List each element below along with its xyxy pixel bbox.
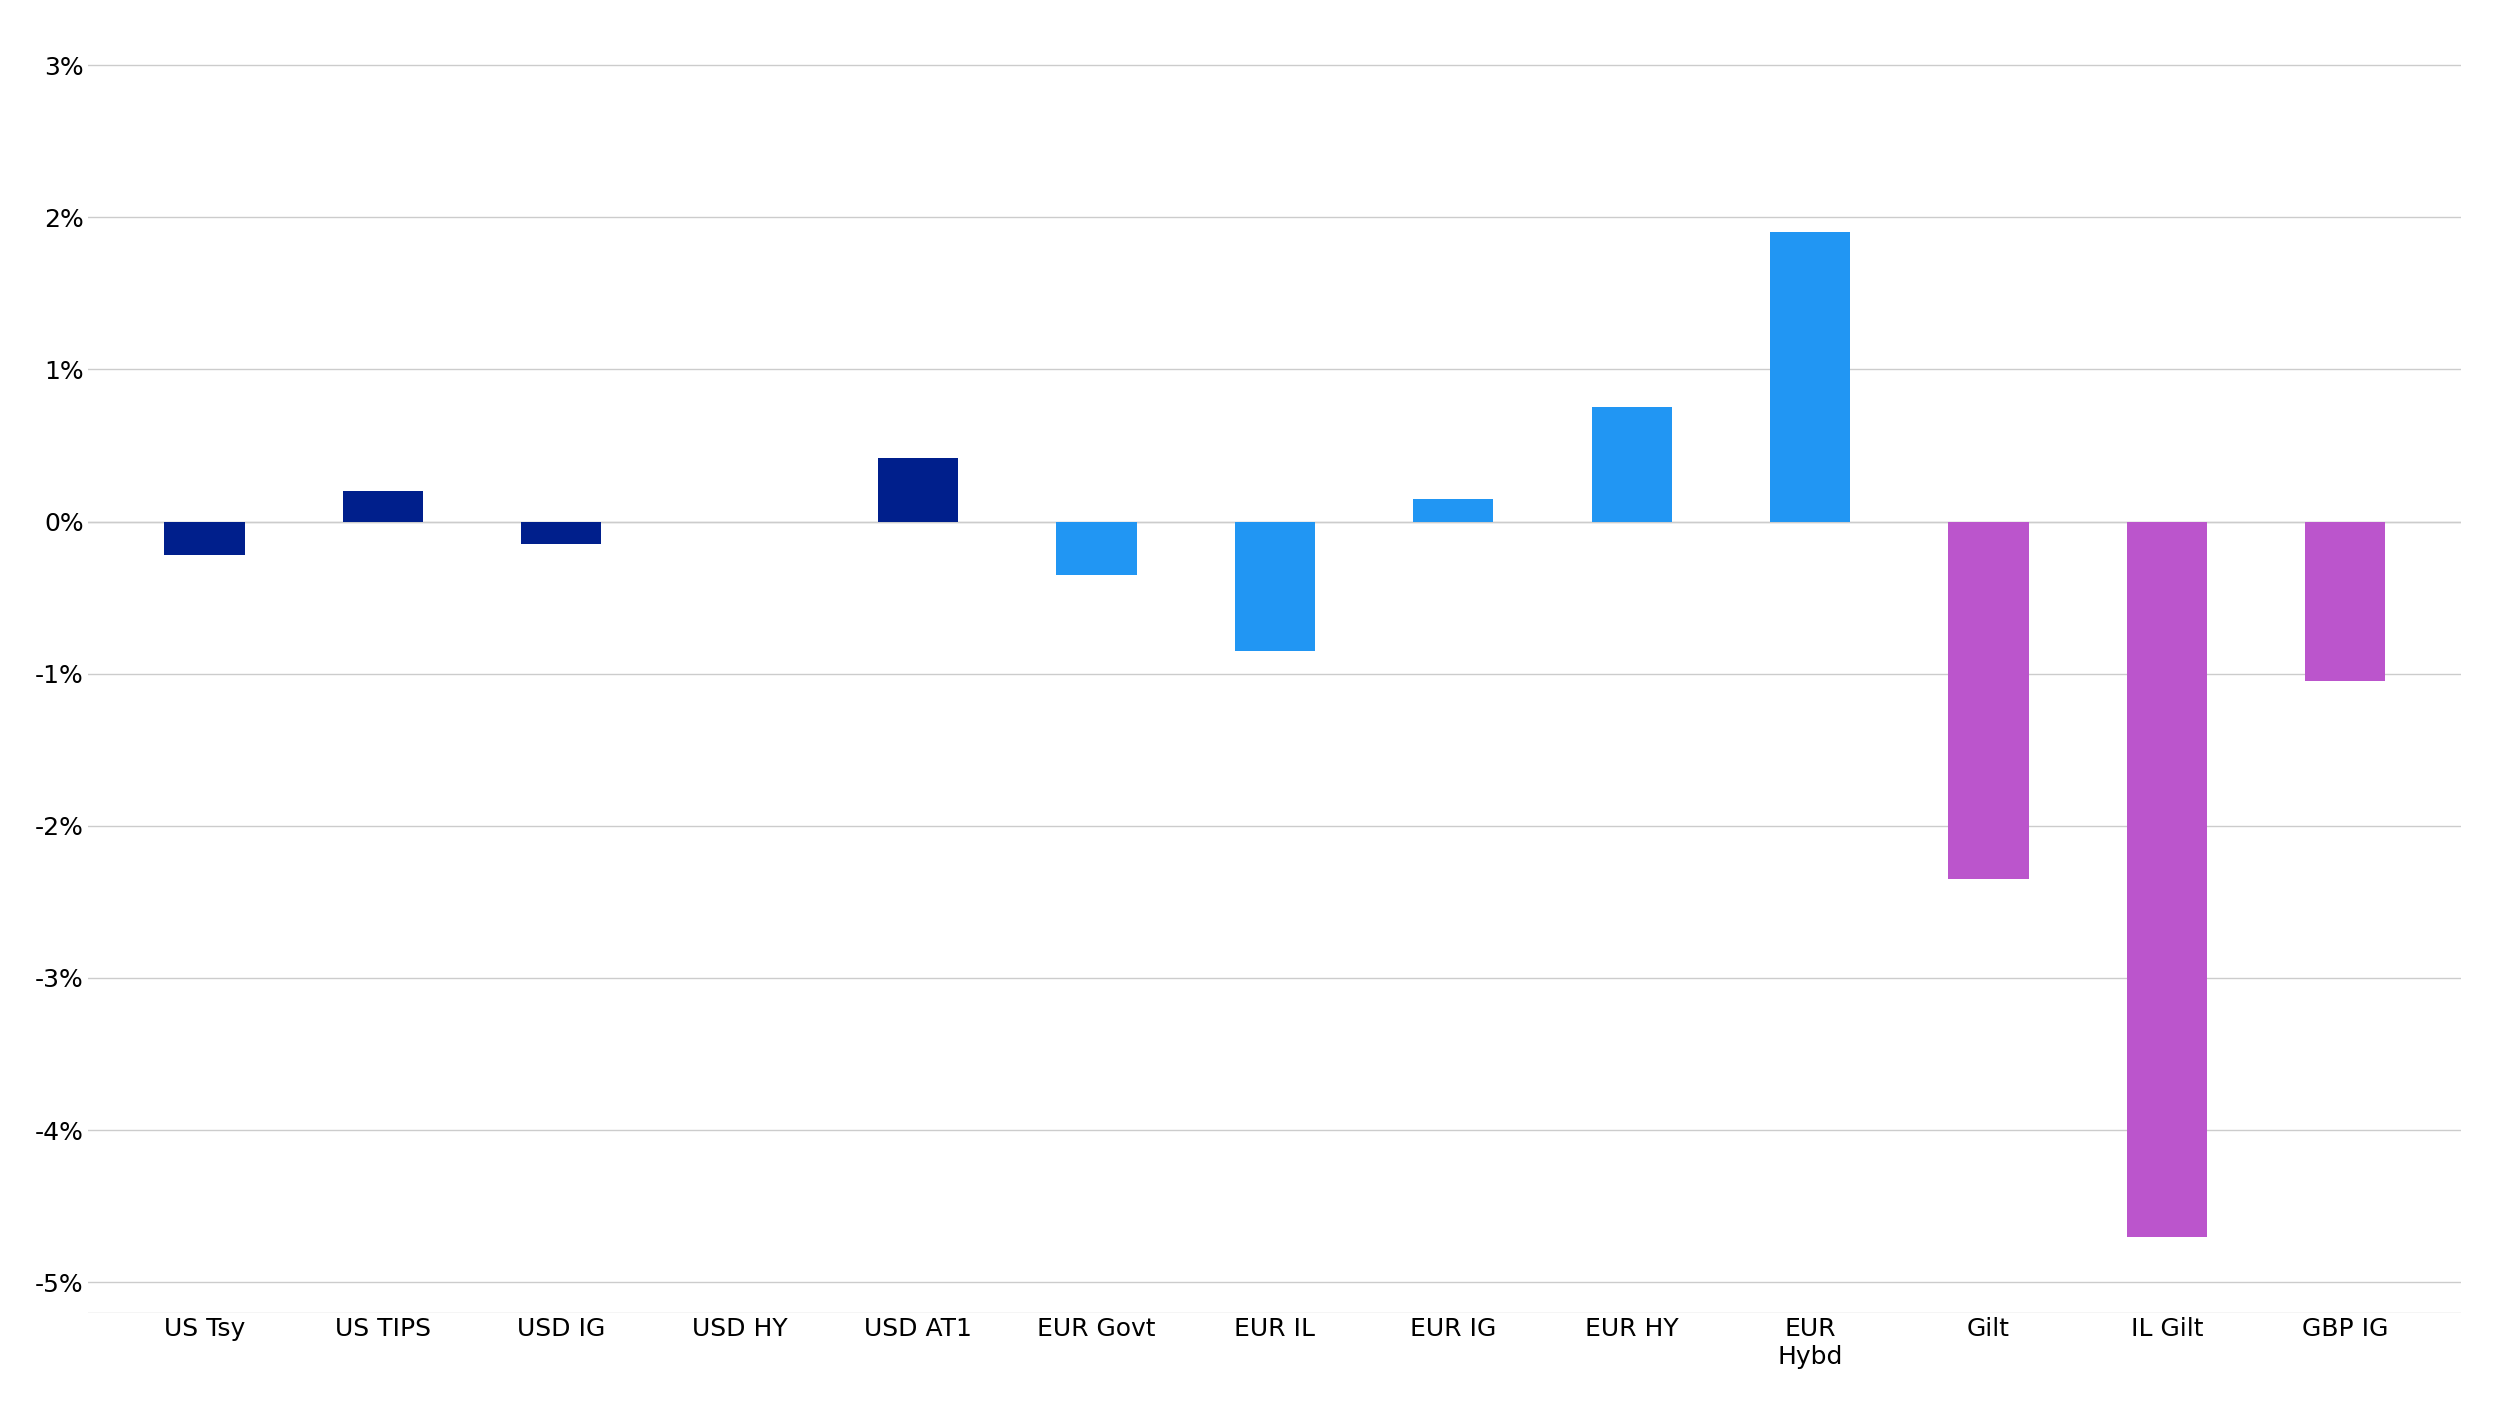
Bar [1770,233,1850,521]
Bar [1056,521,1136,574]
Bar [2306,521,2386,681]
Bar [1949,521,2029,879]
Bar [879,458,958,521]
Bar [1592,407,1672,521]
Bar [1413,498,1493,521]
Bar [2127,521,2206,1237]
Bar [1236,521,1315,651]
Bar [342,491,422,521]
Bar [165,521,245,555]
Bar [522,521,602,545]
